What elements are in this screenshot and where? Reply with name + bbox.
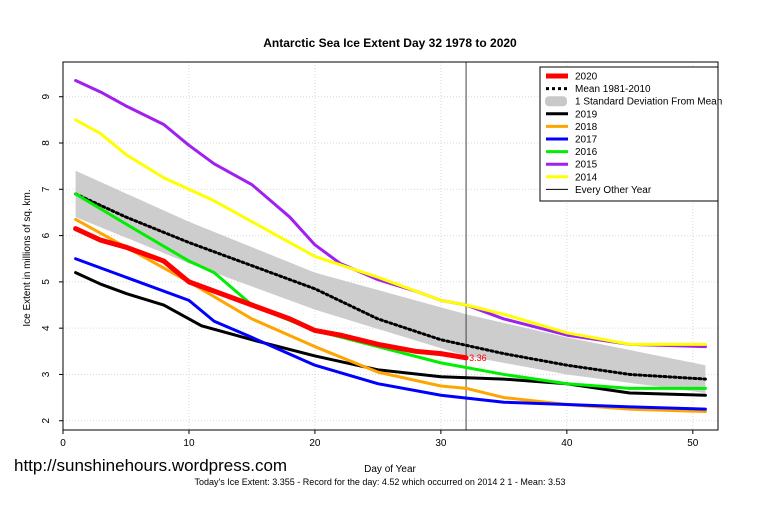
y-tick-label: 5 [41,279,52,285]
legend-label: 2020 [575,72,598,83]
y-axis-label: Ice Extent in millions of sq. km. [22,189,33,326]
y-tick-label: 7 [41,186,52,192]
current-value-label: 3.36 [469,353,487,363]
x-axis-label: Day of Year [364,464,416,475]
y-tick-label: 8 [41,140,52,146]
series-line-mean-1981-2010 [74,192,707,381]
y-tick-label: 6 [41,232,52,238]
x-tick-label: 10 [183,438,195,449]
footer-note: Today's Ice Extent: 3.355 - Record for t… [194,477,566,487]
plot-frame [62,61,719,431]
legend-label: 2014 [575,172,598,183]
x-tick-label: 30 [435,438,447,449]
y-tick-label: 2 [41,418,52,424]
legend-label: 1 Standard Deviation From Mean [575,97,722,108]
x-tick-label: 20 [309,438,321,449]
x-tick-label: 40 [561,438,573,449]
x-tick-label: 0 [60,438,66,449]
series-line-2020 [73,226,469,361]
x-tick-label: 50 [687,438,699,449]
legend-label: 2018 [575,122,598,133]
y-tick-label: 3 [41,371,52,377]
legend-box [539,66,719,202]
legend-swatch [545,96,567,107]
std-dev-band [75,170,706,393]
y-tick-label: 9 [41,93,52,99]
legend-label: Every Other Year [575,185,652,196]
series-line-2014 [74,118,707,346]
y-tick-label: 4 [41,325,52,331]
legend-label: 2019 [575,109,598,120]
series-line-2017 [74,257,707,411]
watermark: http://sunshinehours.wordpress.com [14,456,288,475]
series-line-2015 [74,79,707,349]
plot-area: 3.36 0 10 20 30 40 50 2 3 4 5 6 7 8 9 [41,61,719,449]
legend-label: 2017 [575,135,598,146]
legend-label: 2016 [575,147,598,158]
legend-label: Mean 1981-2010 [575,84,651,95]
legend-label: 2015 [575,160,598,171]
chart-title: Antarctic Sea Ice Extent Day 32 1978 to … [263,36,517,50]
